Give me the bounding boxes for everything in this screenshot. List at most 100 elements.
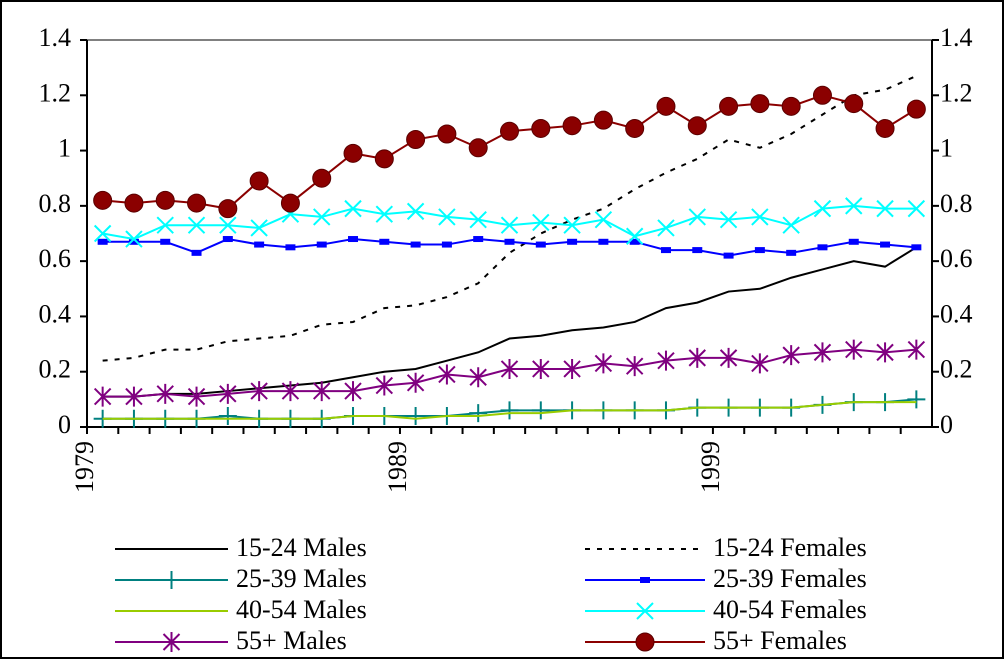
marker-cross bbox=[845, 197, 863, 215]
x-tick-label: 1999 bbox=[696, 441, 725, 493]
marker-circle bbox=[781, 96, 801, 116]
marker-circle bbox=[625, 118, 645, 138]
marker-circle bbox=[500, 121, 519, 141]
marker-cross bbox=[782, 216, 800, 234]
marker-circle bbox=[249, 171, 269, 191]
marker-star bbox=[156, 383, 174, 404]
marker-square bbox=[660, 247, 671, 254]
marker-star bbox=[751, 353, 769, 374]
marker-star bbox=[813, 342, 832, 363]
marker-plus bbox=[531, 401, 550, 420]
marker-cross bbox=[532, 213, 550, 232]
marker-square bbox=[754, 247, 765, 254]
marker-cross bbox=[563, 216, 581, 234]
marker-square bbox=[640, 577, 650, 583]
y2-tick-label: 0.6 bbox=[940, 244, 973, 273]
marker-star bbox=[313, 381, 331, 402]
marker-circle bbox=[844, 94, 864, 114]
marker-cross bbox=[93, 224, 112, 243]
y-tick-label: 0.2 bbox=[39, 355, 72, 384]
legend-label: 40-54 Females bbox=[713, 595, 867, 624]
marker-square bbox=[348, 236, 359, 243]
marker-star bbox=[782, 345, 800, 366]
marker-cross bbox=[344, 199, 362, 218]
marker-square bbox=[316, 241, 327, 248]
legend-label: 55+ Females bbox=[713, 626, 847, 655]
marker-circle bbox=[93, 190, 113, 210]
marker-star bbox=[250, 381, 268, 402]
marker-cross bbox=[657, 219, 675, 237]
series-line bbox=[102, 75, 917, 362]
legend-label: 15-24 Females bbox=[713, 533, 867, 562]
marker-square bbox=[97, 238, 108, 245]
marker-circle bbox=[562, 116, 582, 136]
marker-star bbox=[187, 386, 206, 407]
marker-cross bbox=[813, 199, 832, 218]
marker-square bbox=[222, 236, 233, 243]
marker-circle bbox=[312, 168, 332, 188]
marker-star bbox=[406, 372, 425, 393]
marker-star bbox=[688, 347, 706, 368]
marker-star bbox=[344, 381, 362, 402]
marker-circle bbox=[437, 124, 457, 144]
marker-plus bbox=[500, 401, 519, 420]
marker-cross bbox=[313, 208, 331, 226]
y-tick-label: 0 bbox=[58, 410, 71, 439]
y2-tick-label: 1.2 bbox=[940, 78, 973, 107]
marker-square bbox=[441, 241, 452, 248]
marker-square bbox=[379, 238, 390, 245]
marker-circle bbox=[687, 116, 707, 136]
marker-cross bbox=[751, 208, 769, 226]
series-line bbox=[102, 401, 917, 420]
marker-star bbox=[532, 358, 550, 379]
marker-cross bbox=[219, 216, 237, 234]
marker-cross bbox=[719, 210, 738, 229]
marker-circle bbox=[875, 118, 895, 138]
legend-label: 25-39 Females bbox=[713, 564, 867, 593]
marker-star bbox=[594, 353, 613, 374]
marker-star bbox=[162, 632, 181, 652]
marker-star bbox=[500, 358, 519, 379]
marker-cross bbox=[187, 216, 206, 234]
marker-star bbox=[125, 386, 143, 407]
y2-tick-label: 0.4 bbox=[940, 299, 973, 328]
marker-cross bbox=[406, 202, 425, 221]
marker-square bbox=[160, 238, 171, 245]
marker-star bbox=[219, 383, 237, 404]
marker-square bbox=[410, 241, 421, 248]
y2-tick-label: 0 bbox=[940, 410, 953, 439]
marker-square bbox=[817, 244, 828, 251]
marker-cross bbox=[876, 199, 894, 218]
marker-circle bbox=[155, 190, 175, 210]
marker-plus bbox=[162, 571, 181, 589]
y-tick-label: 0.8 bbox=[39, 189, 72, 218]
marker-cross bbox=[250, 219, 268, 237]
marker-circle bbox=[750, 94, 770, 114]
x-tick-label: 1979 bbox=[70, 441, 99, 493]
marker-circle bbox=[468, 138, 488, 158]
marker-cross bbox=[594, 210, 613, 229]
series-line bbox=[102, 246, 917, 398]
marker-cross bbox=[500, 216, 519, 234]
marker-star bbox=[375, 375, 394, 396]
marker-circle bbox=[531, 118, 551, 138]
marker-star bbox=[876, 342, 894, 363]
y-tick-label: 1 bbox=[58, 134, 71, 163]
marker-circle bbox=[593, 110, 613, 130]
marker-square bbox=[254, 241, 265, 248]
y-tick-label: 0.6 bbox=[39, 244, 72, 273]
legend-label: 55+ Males bbox=[236, 626, 347, 655]
marker-star bbox=[845, 339, 863, 360]
marker-square bbox=[692, 247, 703, 254]
marker-square bbox=[786, 249, 797, 256]
marker-square bbox=[473, 236, 484, 243]
marker-star bbox=[657, 350, 675, 371]
marker-plus bbox=[218, 406, 237, 425]
x-tick-label: 1989 bbox=[383, 441, 412, 493]
legend-label: 25-39 Males bbox=[236, 564, 367, 593]
y2-tick-label: 1.4 bbox=[940, 23, 973, 52]
marker-star bbox=[563, 358, 581, 379]
marker-circle bbox=[906, 99, 926, 119]
marker-circle bbox=[719, 96, 739, 116]
marker-circle bbox=[374, 149, 394, 169]
